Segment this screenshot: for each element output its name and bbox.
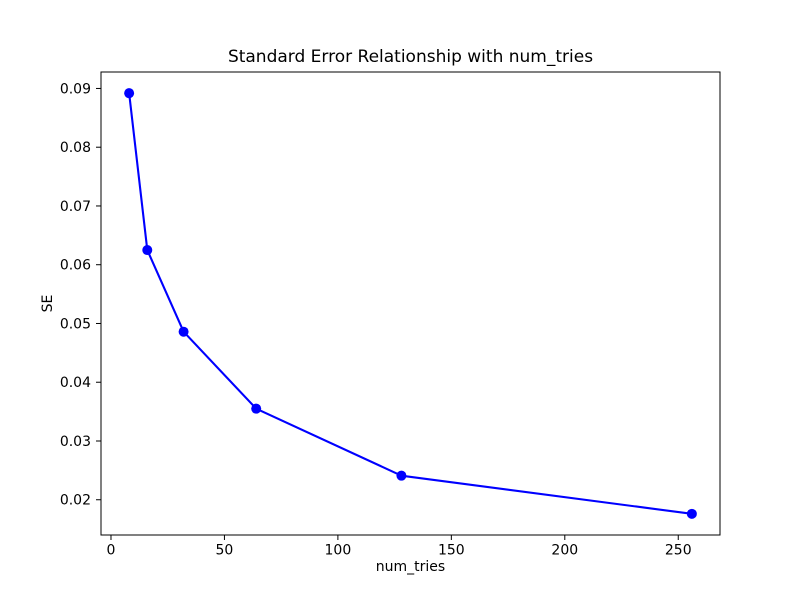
x-tick-label: 200 — [551, 543, 578, 559]
data-point — [686, 508, 697, 519]
plot-border — [100, 71, 721, 536]
y-axis-ticks: 0.02 0.03 0.04 0.05 0.06 0.07 0.08 0.09 — [60, 81, 101, 509]
y-tick-label: 0.06 — [60, 258, 91, 274]
y-tick-label: 0.02 — [60, 493, 91, 509]
x-tick-label: 0 — [107, 543, 116, 559]
x-tick-label: 150 — [438, 543, 465, 559]
y-tick-label: 0.09 — [60, 81, 91, 97]
y-tick-label: 0.04 — [60, 375, 91, 391]
y-axis-label: SE — [40, 295, 56, 313]
y-tick-label: 0.08 — [60, 140, 91, 156]
x-tick-label: 100 — [325, 543, 352, 559]
data-point — [178, 326, 189, 337]
chart-title: Standard Error Relationship with num_tri… — [228, 47, 593, 67]
y-tick-label: 0.03 — [60, 434, 91, 450]
data-point — [396, 470, 407, 481]
data-point — [251, 403, 262, 414]
y-tick-label: 0.05 — [60, 316, 91, 332]
x-tick-label: 250 — [665, 543, 692, 559]
se-series-markers — [124, 88, 697, 519]
y-tick-label: 0.07 — [60, 199, 91, 215]
x-axis-label: num_tries — [376, 559, 445, 575]
data-point — [142, 245, 153, 256]
x-axis-ticks: 0 50 100 150 200 250 — [107, 535, 692, 559]
data-point — [124, 88, 135, 99]
se-series-line — [128, 92, 693, 515]
x-tick-label: 50 — [216, 543, 234, 559]
